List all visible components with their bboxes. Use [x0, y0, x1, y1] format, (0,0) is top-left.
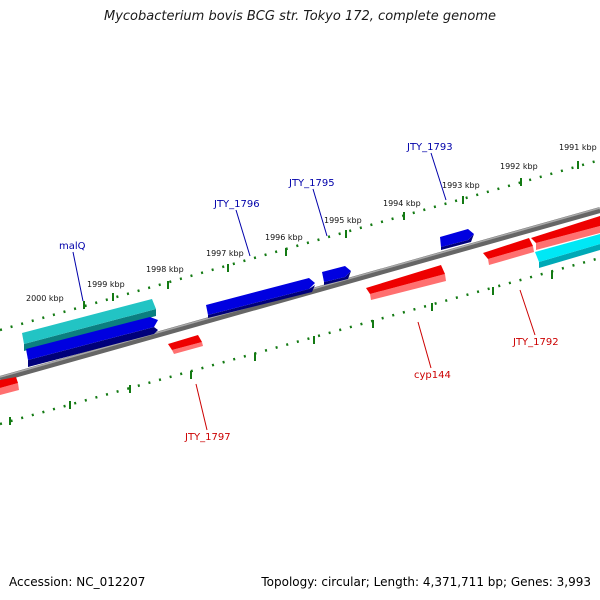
feature-reverse-edge[interactable] — [0, 377, 19, 395]
leader-malq — [72, 251, 84, 302]
outer-tick-track — [0, 158, 600, 332]
tick-label-2000: 2000 kbp — [26, 294, 64, 303]
tick-label-1992: 1992 kbp — [500, 162, 538, 171]
tick-label-1993: 1993 kbp — [442, 181, 480, 190]
leader-jty1793 — [430, 152, 447, 201]
feature-reverse-large[interactable] — [531, 216, 600, 250]
leader-jty1797 — [195, 383, 208, 431]
feature-forward-jty1795[interactable] — [322, 266, 351, 285]
tick-label-1997: 1997 kbp — [206, 249, 244, 258]
gene-label-jty1797: JTY_1797 — [184, 432, 231, 443]
tick-label-1994: 1994 kbp — [383, 199, 421, 208]
tick-label-1996: 1996 kbp — [265, 233, 303, 242]
gene-label-jty1796: JTY_1796 — [213, 199, 260, 210]
inner-tick-track — [0, 256, 600, 426]
genome-summary-text: Topology: circular; Length: 4,371,711 bp… — [261, 575, 591, 589]
feature-reverse-jty1797[interactable] — [168, 335, 203, 354]
gene-label-cyp144: cyp144 — [414, 370, 451, 381]
tick-label-1995: 1995 kbp — [324, 216, 362, 225]
feature-reverse-jty1792[interactable] — [483, 238, 534, 265]
feature-cyan[interactable] — [535, 234, 600, 268]
feature-teal-malq[interactable] — [22, 299, 156, 351]
feature-forward-jty1793[interactable] — [440, 229, 474, 250]
leader-jty1795 — [312, 188, 328, 237]
accession-text: Accession: NC_012207 — [9, 575, 146, 589]
feature-reverse-cyp144[interactable] — [366, 265, 446, 300]
tick-label-1999: 1999 kbp — [87, 280, 125, 289]
gene-label-jty1792: JTY_1792 — [512, 337, 559, 348]
gene-label-jty1793: JTY_1793 — [406, 142, 453, 153]
gene-label-malq: malQ — [59, 241, 86, 252]
leader-jty1796 — [235, 209, 251, 257]
feature-forward-1[interactable] — [26, 317, 158, 367]
feature-forward-jty1796[interactable] — [206, 278, 315, 318]
gene-label-jty1795: JTY_1795 — [288, 178, 335, 189]
tick-label-1998: 1998 kbp — [146, 265, 184, 274]
map-title: Mycobacterium bovis BCG str. Tokyo 172, … — [104, 9, 496, 24]
tick-label-1991: 1991 kbp — [559, 143, 597, 152]
leader-jty1792 — [519, 289, 536, 336]
leader-cyp144 — [417, 321, 432, 369]
